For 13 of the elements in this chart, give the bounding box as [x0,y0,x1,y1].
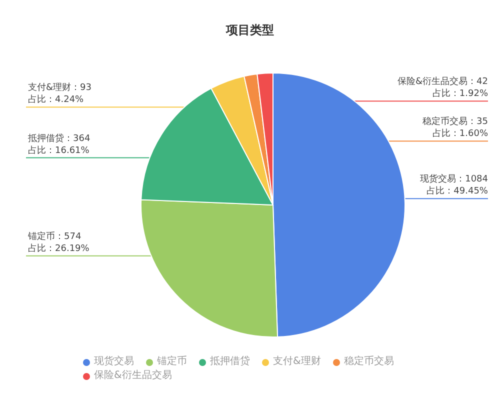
data-label: 支付&理财：93 占比：4.24% [28,82,92,106]
legend-label: 保险&衍生品交易 [93,369,172,383]
legend-label: 支付&理财 [272,355,321,369]
legend-label: 稳定币交易 [342,355,394,369]
legend-label: 锚定币 [156,355,187,369]
chart-title: 项目类型 [224,22,275,39]
data-label: 现货交易：1084 占比：49.45% [420,174,488,197]
legend-label: 抵押借贷 [209,355,250,369]
data-label: 保险&衍生品交易：42 占比：1.92% [398,76,488,100]
data-label: 抵押借贷：364 占比：16.61% [27,132,90,156]
data-label: 锚定币：574 占比：26.19% [27,230,90,254]
legend-label: 现货交易 [93,355,134,369]
data-label: 稳定币交易：35 占比：1.60% [422,116,488,140]
